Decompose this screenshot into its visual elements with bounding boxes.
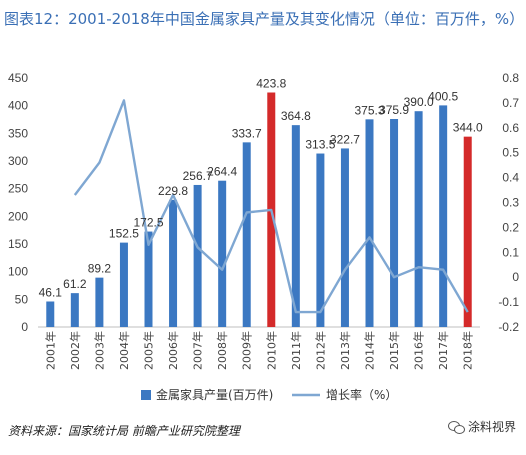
bar-2005年 <box>144 231 153 327</box>
bar-2012年 <box>316 153 325 327</box>
x-tick-label: 2013年 <box>338 331 352 370</box>
x-tick-label: 2016年 <box>412 331 426 370</box>
watermark: 涂料视界 <box>447 418 516 435</box>
y-right-tick-label: -0.1 <box>498 295 519 309</box>
bar-2014年 <box>365 119 374 327</box>
x-tick-label: 2011年 <box>289 331 303 370</box>
y-right-tick-label: 0.1 <box>502 245 519 259</box>
x-tick-label: 2004年 <box>117 331 131 370</box>
x-tick-label: 2018年 <box>461 331 475 370</box>
y-left-tick-label: 50 <box>15 292 29 306</box>
x-tick-label: 2009年 <box>240 331 254 370</box>
bar-2017年 <box>439 105 448 327</box>
bar-2018年 <box>463 136 472 327</box>
bar-2016年 <box>414 111 423 327</box>
y-left-tick-label: 300 <box>8 154 28 168</box>
chart-title: 图表12：2001-2018年中国金属家具产量及其变化情况（单位：百万件，%） <box>4 10 525 28</box>
y-right-tick-label: -0.2 <box>498 320 519 334</box>
x-tick-label: 2015年 <box>387 331 401 370</box>
y-right-tick-label: 0 <box>512 270 519 284</box>
bar-2006年 <box>169 199 178 327</box>
y-right-tick-label: 0.5 <box>502 146 519 160</box>
y-right-tick-label: 0.8 <box>502 71 519 85</box>
bar-2002年 <box>70 293 79 327</box>
y-right-tick-label: 0.2 <box>502 220 519 234</box>
x-tick-label: 2008年 <box>215 331 229 370</box>
legend-line-label: 增长率（%） <box>326 387 397 402</box>
bar-value-label: 172.5 <box>133 216 163 230</box>
bar-value-label: 344.0 <box>453 121 483 135</box>
bar-2003年 <box>95 277 104 327</box>
y-left-tick-label: 200 <box>8 209 28 223</box>
bar-value-label: 152.5 <box>109 227 139 241</box>
bar-value-label: 390.0 <box>404 95 434 109</box>
bar-value-label: 89.2 <box>88 262 112 276</box>
bar-value-label: 423.8 <box>256 76 286 90</box>
y-left-tick-label: 0 <box>21 320 28 334</box>
x-tick-label: 2014年 <box>363 331 377 370</box>
bar-value-label: 375.3 <box>354 103 384 117</box>
bar-2008年 <box>218 180 227 327</box>
bar-2009年 <box>242 142 251 327</box>
bar-value-label: 61.2 <box>63 277 87 291</box>
y-left-tick-label: 250 <box>8 182 28 196</box>
y-left-tick-label: 400 <box>8 99 28 113</box>
bar-value-label: 256.7 <box>183 169 213 183</box>
bar-2001年 <box>46 301 55 327</box>
bar-2007年 <box>193 184 202 327</box>
bar-value-label: 375.9 <box>379 103 409 117</box>
x-tick-label: 2001年 <box>43 331 57 370</box>
y-left-tick-label: 450 <box>8 71 28 85</box>
bar-value-label: 264.4 <box>207 165 237 179</box>
bar-value-label: 313.5 <box>305 138 335 152</box>
bar-2004年 <box>119 242 128 327</box>
bar-value-label: 229.8 <box>158 184 188 198</box>
y-left-tick-label: 350 <box>8 126 28 140</box>
y-right-tick-label: 0.6 <box>502 121 519 135</box>
x-tick-label: 2007年 <box>191 331 205 370</box>
y-left-tick-label: 100 <box>8 265 28 279</box>
x-tick-label: 2012年 <box>313 331 327 370</box>
bar-2015年 <box>390 119 399 327</box>
bar-value-label: 322.7 <box>330 132 360 146</box>
bar-value-label: 333.7 <box>232 126 262 140</box>
bar-2011年 <box>291 125 300 327</box>
y-right-tick-label: 0.7 <box>502 96 519 110</box>
x-tick-label: 2010年 <box>264 331 278 370</box>
bar-value-label: 46.1 <box>39 285 63 299</box>
y-right-tick-label: 0.4 <box>502 171 519 185</box>
bar-2013年 <box>340 148 349 327</box>
wechat-icon <box>447 420 465 434</box>
legend-bar-swatch <box>141 390 151 400</box>
legend-bar-label: 金属家具产量(百万件) <box>156 387 273 402</box>
x-tick-label: 2005年 <box>142 331 156 370</box>
x-tick-label: 2017年 <box>436 331 450 370</box>
y-right-tick-label: 0.3 <box>502 196 519 210</box>
y-left-tick-label: 150 <box>8 237 28 251</box>
bar-value-label: 400.5 <box>428 89 458 103</box>
x-tick-label: 2002年 <box>68 331 82 370</box>
x-tick-label: 2006年 <box>166 331 180 370</box>
source-note: 资料来源：国家统计局 前瞻产业研究院整理 <box>8 424 240 438</box>
bar-value-label: 364.8 <box>281 109 311 123</box>
x-tick-label: 2003年 <box>92 331 106 370</box>
watermark-text: 涂料视界 <box>467 420 516 434</box>
